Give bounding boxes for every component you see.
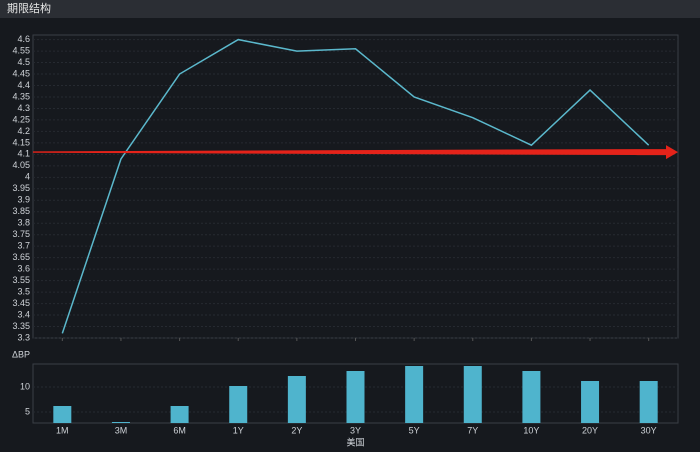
y-tick-label: 3.7 (17, 241, 30, 251)
bar (522, 371, 541, 423)
y-tick-label: 3.5 (17, 286, 30, 296)
bar (170, 406, 189, 423)
y-tick-label: 3.6 (17, 264, 30, 274)
yield-line (61, 38, 650, 334)
x-tick-label: 10Y (523, 425, 539, 435)
y-tick-label: 5 (25, 406, 30, 416)
x-tick-label: 20Y (582, 425, 598, 435)
header-title: 期限结构 (7, 1, 51, 15)
bar (581, 381, 600, 423)
y-tick-label: 4.55 (12, 45, 30, 55)
bar (463, 366, 482, 423)
y-tick-label: 3.45 (12, 298, 30, 308)
x-axis-label: 美国 (346, 436, 364, 447)
x-tick-label: 6M (173, 425, 186, 435)
y-tick-label: 3.75 (12, 229, 30, 239)
x-tick-label: 1Y (233, 425, 244, 435)
y-tick-label: 4.15 (12, 137, 30, 147)
bar (111, 422, 130, 423)
y-tick-label: 3.35 (12, 321, 30, 331)
y-tick-label: 3.8 (17, 218, 30, 228)
y-tick-label: 3.65 (12, 252, 30, 262)
y-tick-label: 10 (20, 381, 30, 391)
y-tick-label: 3.3 (17, 332, 30, 342)
x-tick-label: 30Y (641, 425, 657, 435)
y-tick-label: 4.5 (17, 57, 30, 67)
x-tick-label: 5Y (409, 425, 420, 435)
x-tick-label: 3Y (350, 425, 361, 435)
bar (346, 371, 365, 423)
y-tick-label: 4.35 (12, 91, 30, 101)
y-tick-label: 3.95 (12, 183, 30, 193)
y-tick-label: 4.2 (17, 126, 30, 136)
x-tick-label: 3M (115, 425, 128, 435)
y-tick-label: 4.25 (12, 114, 30, 124)
y-tick-label: 3.4 (17, 309, 30, 319)
y-axis-label: ΔBP (12, 349, 30, 359)
y-tick-label: 4.6 (17, 34, 30, 44)
y-tick-label: 4.1 (17, 149, 30, 159)
y-tick-label: 4.4 (17, 80, 30, 90)
reference-arrow (33, 145, 678, 160)
y-tick-label: 3.9 (17, 195, 30, 205)
header-bar (0, 0, 700, 18)
x-tick-label: 7Y (467, 425, 478, 435)
y-tick-label: 4.05 (12, 160, 30, 170)
x-tick-label: 1M (56, 425, 69, 435)
bar (53, 406, 72, 423)
y-tick-label: 4.3 (17, 103, 30, 113)
y-tick-label: 4 (25, 172, 30, 182)
bar (639, 381, 658, 423)
bar (229, 386, 248, 423)
bar (287, 376, 306, 423)
y-tick-label: 3.85 (12, 206, 30, 216)
y-tick-label: 3.55 (12, 275, 30, 285)
y-tick-label: 4.45 (12, 68, 30, 78)
bar (405, 366, 424, 423)
x-tick-label: 2Y (291, 425, 302, 435)
